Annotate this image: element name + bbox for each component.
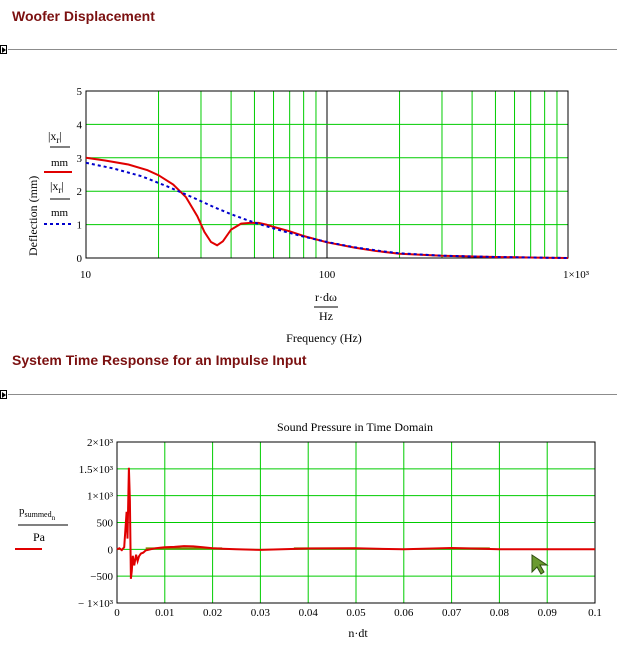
- woofer-displacement-title: Woofer Displacement: [12, 8, 155, 24]
- x-tick-label: 10: [80, 269, 92, 281]
- y-axis-numerator: psummedn: [19, 505, 56, 522]
- y-tick-label: 0: [77, 253, 83, 265]
- collapse-region-arrow-icon[interactable]: [0, 45, 7, 54]
- legend-blue-numerator: |xr|: [50, 179, 64, 195]
- legend-red-numerator: |xr|: [48, 129, 62, 145]
- x-tick-label: 0: [114, 607, 120, 619]
- plot-frame: [85, 90, 569, 259]
- y-axis-denominator: Pa: [33, 530, 46, 544]
- region-divider-2: [8, 394, 617, 395]
- x-tick-label: 100: [319, 269, 336, 281]
- woofer-displacement-chart[interactable]: 0 1 2 3 4 5 10 100 1×10³ Deflection (mm) |xr| mm…: [0, 80, 617, 350]
- x-tick-label: 0.02: [203, 607, 222, 619]
- sound-pressure-chart[interactable]: Sound Pressure in Time Domain − 1×10³ −50…: [0, 415, 617, 645]
- x-axis-numerator: r·dω: [315, 290, 337, 304]
- collapse-region-arrow-icon-2[interactable]: [0, 390, 7, 399]
- y-axis-label: Deflection (mm): [26, 176, 40, 256]
- y-tick-label: −500: [90, 571, 113, 583]
- x-axis-denominator: Hz: [319, 309, 333, 323]
- x-tick-label: 0.01: [155, 607, 174, 619]
- y-axis-legend: psummedn Pa: [15, 505, 68, 550]
- chart-title: Sound Pressure in Time Domain: [277, 420, 433, 434]
- y-tick-label: 500: [97, 518, 114, 530]
- x-tick-label: 0.09: [538, 607, 558, 619]
- series-red-line: [85, 156, 569, 259]
- y-tick-label: 3: [77, 153, 83, 165]
- legend-blue: |xr| mm: [44, 179, 72, 225]
- series-pressure-line: [116, 467, 595, 579]
- x-axis-label: n·dt: [348, 626, 368, 640]
- y-tick-label: 5: [77, 86, 83, 98]
- x-tick-label: 0.04: [299, 607, 319, 619]
- region-divider-1: [8, 49, 617, 50]
- x-axis-caption: Frequency (Hz): [286, 331, 362, 345]
- legend-red-denominator: mm: [51, 157, 69, 169]
- x-tick-label: 0.1: [588, 607, 602, 619]
- mouse-pointer-icon: [531, 554, 549, 575]
- y-tick-label: 1: [77, 220, 83, 232]
- y-tick-label: 0: [108, 544, 114, 556]
- y-tick-label: 2: [77, 186, 83, 198]
- series-blue-dotted-line: [85, 161, 569, 259]
- x-tick-label: 0.03: [251, 607, 271, 619]
- y-tick-label: 4: [77, 119, 83, 131]
- legend-blue-denominator: mm: [51, 207, 69, 219]
- y-tick-label: 1×10³: [87, 491, 114, 503]
- x-tick-label: 0.06: [394, 607, 414, 619]
- x-tick-label: 0.07: [442, 607, 462, 619]
- plot-frame-2: [116, 441, 596, 604]
- x-tick-label: 0.05: [346, 607, 366, 619]
- legend-red: |xr| mm: [44, 129, 72, 173]
- time-response-title: System Time Response for an Impulse Inpu…: [12, 352, 307, 368]
- x-tick-label: 1×10³: [563, 269, 590, 281]
- y-tick-label: 1.5×10³: [79, 464, 114, 476]
- y-tick-label: 2×10³: [87, 437, 114, 449]
- x-tick-label: 0.08: [490, 607, 510, 619]
- y-tick-label: − 1×10³: [78, 598, 114, 610]
